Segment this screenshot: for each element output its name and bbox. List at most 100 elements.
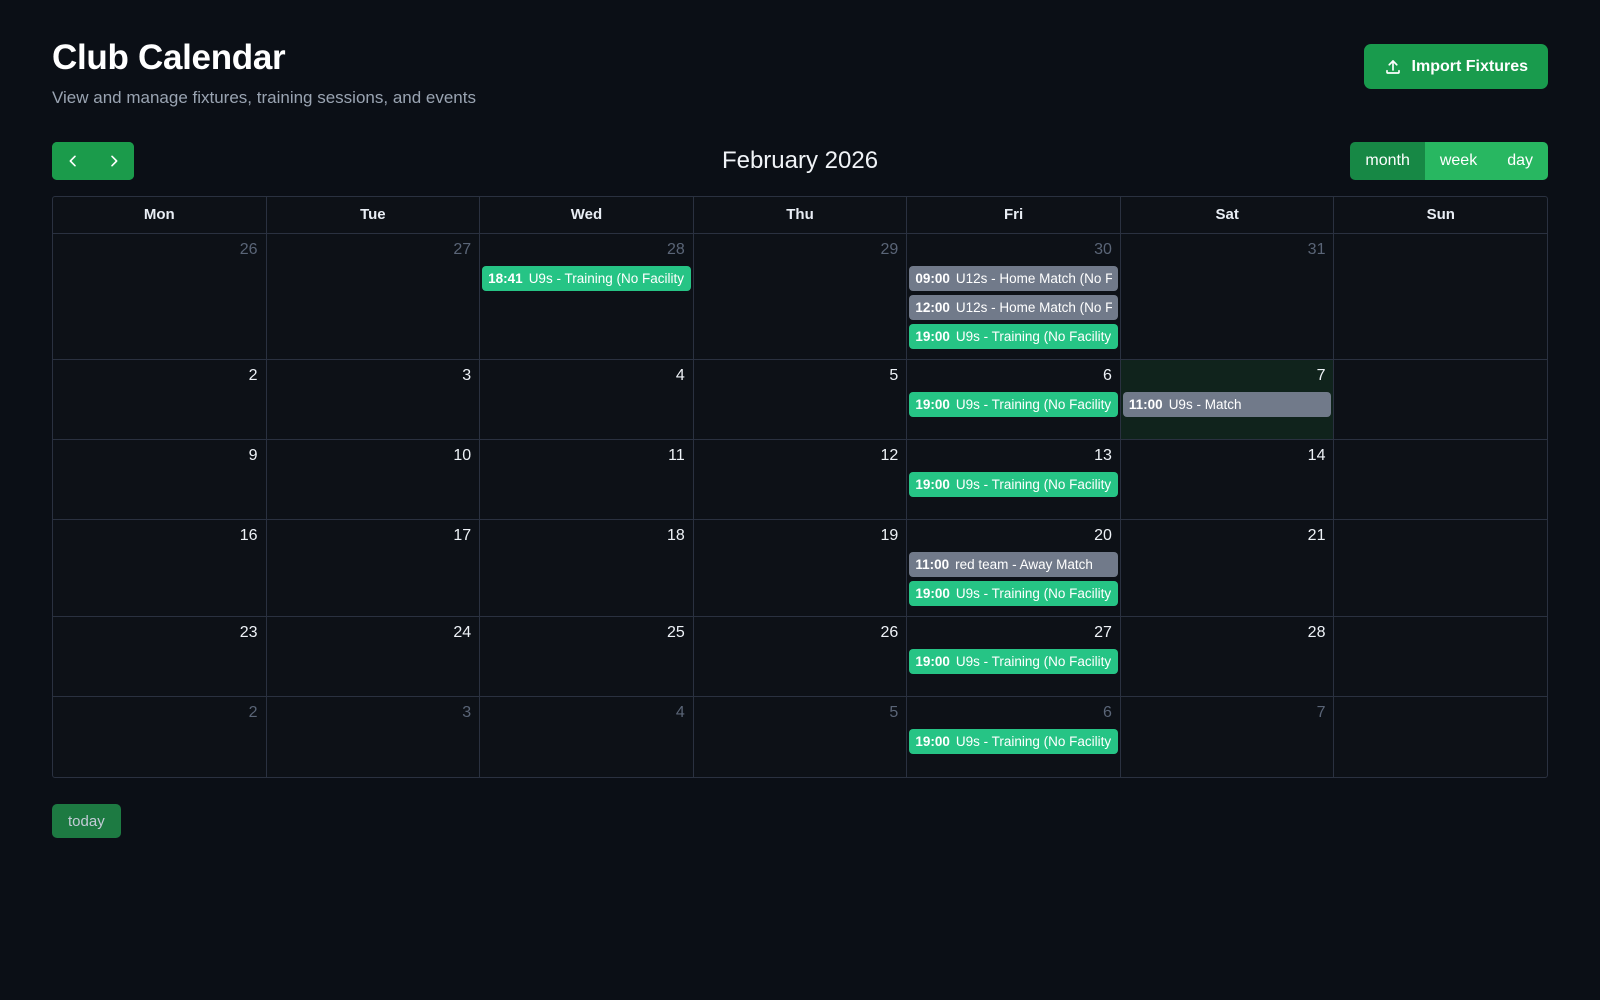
day-number: 30 <box>1094 241 1112 259</box>
event-time: 12:00 <box>915 300 950 316</box>
calendar-day-cell[interactable]: 3 <box>267 697 481 778</box>
calendar-day-cell[interactable]: 9 <box>53 440 267 520</box>
calendar-day-cell[interactable]: 21 <box>1121 520 1335 617</box>
calendar-day-cell[interactable]: 18 <box>480 520 694 617</box>
event-title: U9s - Training (No Facility <box>955 329 1112 345</box>
calendar-day-cell[interactable]: 5 <box>694 697 908 778</box>
calendar-day-cell[interactable] <box>1334 617 1547 696</box>
day-number: 5 <box>889 704 899 722</box>
calendar-day-cell[interactable]: 27 <box>267 234 481 360</box>
day-events: 18:41 U9s - Training (No Facility <box>480 266 693 292</box>
calendar-day-cell[interactable]: 14 <box>1121 440 1335 520</box>
view-button-day[interactable]: day <box>1492 142 1548 181</box>
day-number: 20 <box>1094 527 1112 545</box>
calendar-footer: today <box>52 804 1548 839</box>
calendar-day-cell[interactable]: 6 19:00 U9s - Training (No Facility <box>907 360 1121 440</box>
day-number <box>1334 445 1547 446</box>
calendar-day-cell[interactable]: 4 <box>480 360 694 440</box>
calendar-day-cell[interactable]: 11 <box>480 440 694 520</box>
calendar-event-training[interactable]: 19:00 U9s - Training (No Facility <box>909 581 1118 607</box>
next-period-button[interactable] <box>93 142 134 181</box>
calendar-day-cell[interactable]: 31 <box>1121 234 1335 360</box>
calendar-event-training[interactable]: 19:00 U9s - Training (No Facility <box>909 472 1118 498</box>
calendar-day-cell[interactable] <box>1334 697 1547 777</box>
calendar-day-cell[interactable]: 5 <box>694 360 908 440</box>
event-time: 19:00 <box>915 654 950 670</box>
calendar-event-training[interactable]: 18:41 U9s - Training (No Facility <box>482 266 691 292</box>
weekday-header-tue: Tue <box>267 197 481 234</box>
calendar-day-cell[interactable]: 19 <box>694 520 908 617</box>
calendar-event-training[interactable]: 19:00 U9s - Training (No Facility <box>909 649 1118 675</box>
day-events: 19:00 U9s - Training (No Facility <box>907 392 1120 418</box>
calendar-day-cell[interactable] <box>1334 234 1547 359</box>
import-fixtures-label: Import Fixtures <box>1411 57 1528 75</box>
calendar-day-cell[interactable]: 4 <box>480 697 694 778</box>
calendar-day-cell[interactable] <box>1334 520 1547 616</box>
day-number: 18 <box>666 527 685 545</box>
calendar-day-cell[interactable]: 23 <box>53 617 267 697</box>
calendar-day-cell[interactable]: 16 <box>53 520 267 617</box>
day-number: 17 <box>453 527 472 545</box>
calendar-day-cell[interactable]: 2 <box>53 360 267 440</box>
calendar-event-match[interactable]: 11:00 U9s - Match <box>1122 392 1332 418</box>
calendar-day-cell[interactable]: 28 18:41 U9s - Training (No Facility <box>480 234 694 360</box>
calendar-event-training[interactable]: 19:00 U9s - Training (No Facility <box>909 392 1118 418</box>
calendar-day-cell[interactable]: 29 <box>694 234 908 360</box>
day-number: 23 <box>239 624 258 642</box>
calendar-day-cell[interactable]: 20 11:00 red team - Away Match 19:00 U9s - T… <box>907 520 1121 617</box>
day-number: 27 <box>453 241 472 259</box>
calendar-day-cell[interactable]: 2 <box>53 697 267 778</box>
event-time: 11:00 <box>1128 397 1163 413</box>
calendar-week-row: 23 24 25 26 27 19:00 U9s - Training (No Facili… <box>53 617 1547 698</box>
calendar-day-cell[interactable]: 24 <box>267 617 481 697</box>
calendar-day-cell[interactable]: 27 19:00 U9s - Training (No Facility <box>907 617 1121 697</box>
upload-icon <box>1384 58 1402 76</box>
calendar-event-match[interactable]: 09:00 U12s - Home Match (No Fa <box>909 266 1118 292</box>
calendar-day-cell[interactable]: 25 <box>480 617 694 697</box>
day-number <box>1334 622 1547 623</box>
calendar-day-cell[interactable]: 6 19:00 U9s - Training (No Facility <box>907 697 1121 778</box>
calendar-day-cell[interactable]: 10 <box>267 440 481 520</box>
import-fixtures-button[interactable]: Import Fixtures <box>1363 44 1548 89</box>
calendar-week-row: 16 17 18 19 20 11:00 red team - Away Match 19:0… <box>53 520 1547 618</box>
chevron-right-icon <box>106 153 122 169</box>
weekday-header-mon: Mon <box>53 197 267 234</box>
event-title: red team - Away Match <box>955 557 1093 573</box>
prev-period-button[interactable] <box>52 142 93 181</box>
calendar-toolbar: February 2026 month week day <box>52 142 1548 181</box>
calendar-day-cell[interactable]: 26 <box>53 234 267 360</box>
event-title: U12s - Home Match (No Fa <box>955 271 1112 287</box>
calendar-event-training[interactable]: 19:00 U9s - Training (No Facility <box>909 729 1118 755</box>
event-title: U12s - Home Match (No Fa <box>955 300 1112 316</box>
calendar-event-training[interactable]: 19:00 U9s - Training (No Facility <box>909 324 1118 350</box>
calendar-event-match[interactable]: 12:00 U12s - Home Match (No Fa <box>909 295 1118 321</box>
calendar-day-cell[interactable]: 28 <box>1121 617 1335 697</box>
header-text-block: Club Calendar View and manage fixtures, … <box>52 38 476 108</box>
calendar-day-cell[interactable]: 30 09:00 U12s - Home Match (No Fa 12:00 U12s… <box>907 234 1121 360</box>
calendar-day-cell[interactable]: 26 <box>694 617 908 697</box>
calendar-day-cell[interactable]: 17 <box>267 520 481 617</box>
view-button-month[interactable]: month <box>1350 142 1425 181</box>
calendar-day-cell[interactable]: 12 <box>694 440 908 520</box>
chevron-left-icon <box>65 153 81 169</box>
weekday-header-fri: Fri <box>907 197 1121 234</box>
event-title: U9s - Training (No Facility <box>955 654 1112 670</box>
day-number: 9 <box>248 447 258 465</box>
event-title: U9s - Match <box>1168 397 1242 413</box>
day-number: 7 <box>1316 367 1326 385</box>
day-number: 6 <box>1102 367 1112 385</box>
day-number: 3 <box>462 367 472 385</box>
calendar-day-cell[interactable] <box>1334 360 1547 439</box>
event-title: U9s - Training (No Facility <box>955 734 1112 750</box>
weekday-header-thu: Thu <box>694 197 908 234</box>
calendar-day-cell[interactable]: 7 11:00 U9s - Match <box>1120 360 1335 440</box>
calendar-day-cell[interactable]: 3 <box>267 360 481 440</box>
day-number <box>1334 365 1547 366</box>
today-button[interactable]: today <box>52 804 121 839</box>
calendar-event-match[interactable]: 11:00 red team - Away Match <box>909 552 1118 578</box>
view-button-week[interactable]: week <box>1424 142 1493 181</box>
calendar-day-cell[interactable]: 7 <box>1121 697 1335 778</box>
calendar-day-cell[interactable] <box>1334 440 1547 519</box>
nav-button-group <box>52 142 134 181</box>
calendar-day-cell[interactable]: 13 19:00 U9s - Training (No Facility <box>907 440 1121 520</box>
